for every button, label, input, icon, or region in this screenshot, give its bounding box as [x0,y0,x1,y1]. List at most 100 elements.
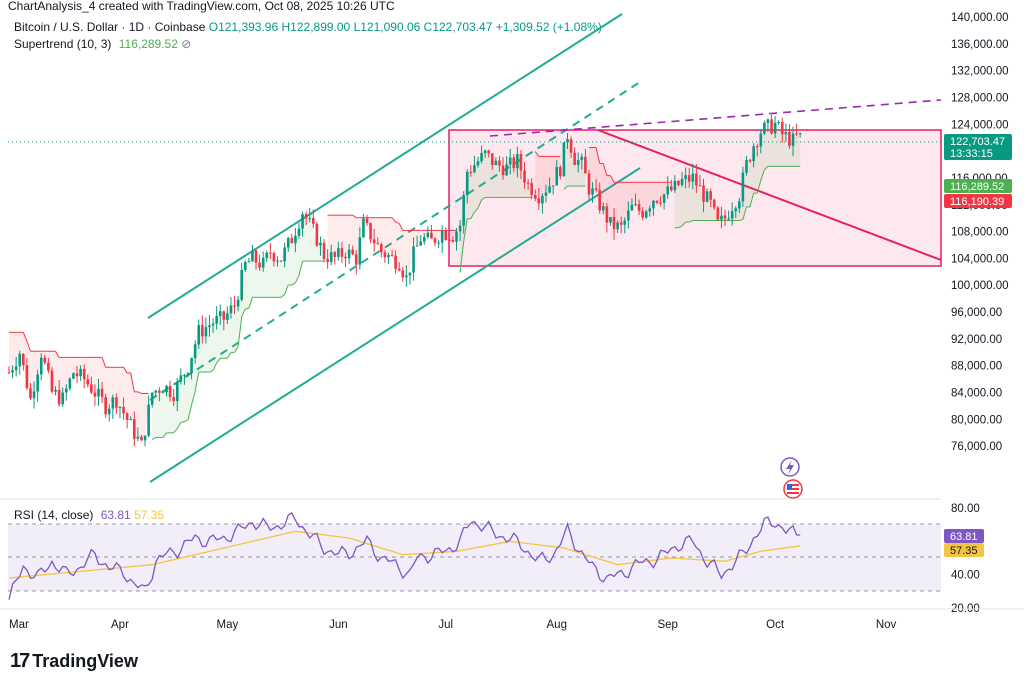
candle-body [430,232,433,239]
candles [7,114,802,447]
candle-body [555,167,559,186]
supertrend-fill [202,327,206,373]
price-tick-label: 92,000.00 [951,334,1002,346]
price-chart[interactable]: 140,000.00 136,000.00 132,000.00 128,000.00… [0,0,1024,650]
supertrend-fill [492,160,496,198]
rsi-label[interactable]: RSI (14, close) [14,508,94,522]
supertrend-fill [653,182,657,203]
supertrend-fill [388,217,393,256]
price-tick-label: 124,000.00 [951,119,1009,131]
supertrend-fill [424,230,428,238]
candle-body [215,315,218,324]
supertrend-fill [685,175,690,223]
change-value: +1,309.52 (+1.08%) [495,20,602,34]
rsi-tick-label: 80.00 [951,503,980,515]
lightning-event-icon[interactable] [780,457,800,477]
price-axis[interactable]: 140,000.00 136,000.00 132,000.00 128,000.00… [951,12,1009,453]
candle-body [451,240,455,242]
candle-body [68,378,72,389]
supertrend-fill [374,217,378,245]
candle-body [462,195,465,226]
symbol-name[interactable]: Bitcoin / U.S. Dollar · 1D · Coinbase [14,20,206,34]
candle-body [523,170,526,183]
candle-body [272,253,276,262]
candle-body [530,183,533,196]
supertrend-fill [77,357,81,377]
candle-body [29,388,32,399]
supertrend-fill [409,230,414,273]
rsi-legend: RSI (14, close) 63.81 57.35 [14,508,164,522]
candle-body [526,182,530,184]
candle-body [365,218,369,224]
supertrend-fill [166,385,171,433]
channel-upper-line[interactable] [147,13,623,319]
us-flag-event-icon[interactable] [783,479,803,499]
candle-body [670,186,673,191]
candle-body [408,272,412,276]
candle-body [541,195,544,204]
candle-body [594,188,598,190]
candle-body [57,390,61,405]
price-tick-label: 96,000.00 [951,307,1002,319]
supertrend-line [151,437,157,441]
time-tick-label: Sep [657,619,677,631]
price-tick-label: 80,000.00 [951,414,1002,426]
supertrend-fill [571,152,575,187]
candle-body [254,250,258,263]
candle-body [641,210,644,218]
candle-body [115,397,118,408]
candle-body [569,139,573,153]
candle-body [111,397,115,409]
candle-body [644,211,648,218]
candle-body [107,408,111,415]
supertrend-fill [581,156,586,187]
candle-body [587,173,591,195]
supertrend-label[interactable]: Supertrend (10, 3) [14,37,112,51]
candle-body [702,185,705,202]
supertrend-fill [617,182,622,225]
candle-body [197,325,201,345]
candle-body [738,201,741,209]
supertrend-line [749,193,755,208]
candle-body [11,370,14,373]
time-axis[interactable]: Mar Apr May Jun Jul Aug Sep Oct Nov [9,619,897,631]
rsi-ma-tag-value: 57.35 [950,545,978,557]
candle-body [22,353,25,366]
candle-body [673,180,677,191]
supertrend-fill [309,218,314,262]
candle-body [508,157,512,165]
supertrend-fill [338,215,342,257]
symbol-legend: Bitcoin / U.S. Dollar · 1D · Coinbase O1… [14,20,602,34]
candle-body [133,419,136,439]
tradingview-logo[interactable]: 17 TradingView [10,650,138,673]
supertrend-line [187,404,193,421]
candle-body [498,160,501,166]
hide-indicator-icon[interactable]: ⊘ [181,37,192,51]
candle-body [562,142,566,177]
candle-body [340,248,344,257]
candle-body [286,238,290,248]
resistance-dashed-line[interactable] [489,99,942,137]
price-tick-label: 100,000.00 [951,280,1009,292]
supertrend-fill [180,374,185,423]
candle-body [319,242,322,246]
supertrend-fill [524,182,529,198]
supertrend-fill [162,385,167,438]
time-tick-label: Aug [547,619,567,631]
supertrend-line [474,207,479,213]
candle-body [458,225,462,232]
descending-trendline[interactable] [597,129,942,261]
candle-body [788,131,791,146]
candle-body [422,237,426,242]
supertrend-line [248,297,253,309]
supertrend-fill [291,235,296,285]
supertrend-line [216,357,221,364]
candle-body [580,156,584,161]
channel-lower-line[interactable] [149,167,641,483]
candle-body [125,413,129,420]
candle-body [469,171,473,173]
candle-body [795,133,798,135]
candle-body [627,210,630,221]
supertrend-line [595,147,601,164]
